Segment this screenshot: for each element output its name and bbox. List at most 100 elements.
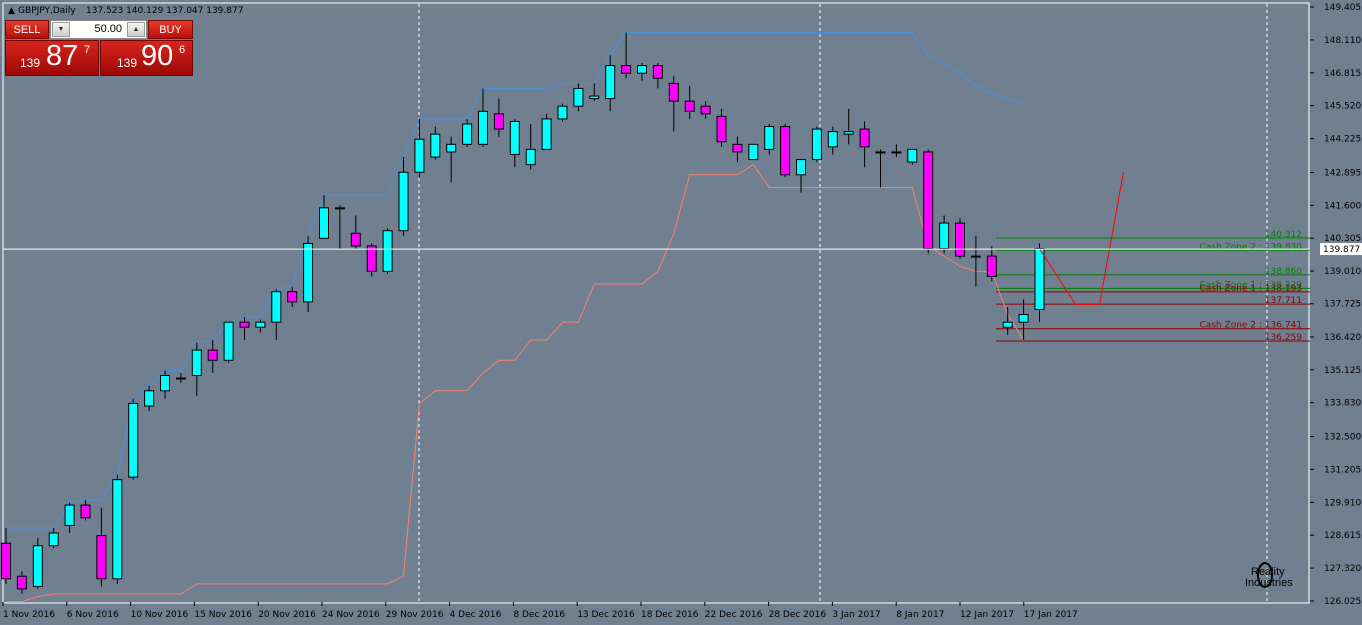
lot-decrease-icon[interactable]: ▼ — [52, 22, 70, 37]
buy-button[interactable]: BUY — [148, 20, 193, 39]
time-tick-label: 12 Jan 2017 — [960, 610, 1014, 620]
projection-path — [1039, 172, 1124, 305]
price-tick-label: 144.225 — [1324, 135, 1361, 145]
bear-candle-body — [700, 105, 711, 115]
bear-candle-body — [652, 65, 663, 79]
bear-candle-body — [366, 245, 377, 272]
bull-candle-body — [1034, 247, 1045, 310]
bear-candle-body — [239, 321, 250, 328]
bull-candle-body — [970, 255, 981, 258]
cash-zones: 140.312 Cash Zone 2 : 139.830 138.860 Cash … — [996, 230, 1310, 343]
price-tick-label: 127.320 — [1324, 564, 1361, 574]
zone-label: 140.312 — [1265, 230, 1302, 240]
price-tick-label: 139.010 — [1324, 267, 1361, 277]
time-axis: 1 Nov 2016 6 Nov 2016 10 Nov 2016 15 Nov 20… — [2, 602, 1078, 620]
bull-candle-body — [303, 242, 314, 303]
candle — [287, 286, 298, 307]
current-price-label: 139.877 — [1323, 245, 1360, 255]
bull-candle-body — [334, 207, 345, 210]
bear-candle-body — [859, 128, 870, 148]
price-tick-label: 133.830 — [1324, 399, 1361, 409]
candle — [160, 370, 170, 399]
candle — [827, 126, 838, 155]
candle — [970, 235, 981, 287]
bull-candle-body — [462, 123, 473, 145]
candle — [891, 144, 902, 158]
bull-candle-body — [764, 126, 775, 150]
lot-size-value[interactable]: 50.00 — [94, 23, 122, 35]
bull-candle-body — [541, 118, 552, 150]
candle — [350, 215, 361, 249]
candle — [478, 88, 488, 147]
bull-candle-body — [430, 133, 441, 158]
time-tick-label: 1 Nov 2016 — [3, 610, 55, 620]
candle — [875, 149, 886, 188]
candle — [223, 321, 234, 363]
candle — [955, 217, 965, 259]
one-click-trade-panel: SELL ▼ 50.00 ▲ BUY 139 87 7 139 90 6 — [5, 20, 193, 76]
candle — [112, 474, 123, 584]
bear-candle-body — [96, 535, 107, 580]
bid-price-big: 87 — [46, 40, 79, 72]
bear-candle-body — [780, 126, 791, 176]
candle — [859, 121, 870, 168]
candle — [414, 118, 425, 178]
bear-candle-body — [207, 349, 218, 361]
price-tick-label: 135.125 — [1324, 366, 1361, 376]
price-tick-label: 146.815 — [1324, 69, 1361, 79]
lot-increase-icon[interactable]: ▲ — [127, 22, 145, 37]
candle — [430, 126, 441, 160]
bear-candle-body — [732, 143, 743, 153]
price-tick-label: 149.405 — [1324, 3, 1361, 13]
ask-price-big: 90 — [141, 40, 174, 72]
candle — [652, 63, 663, 89]
candle — [668, 75, 679, 132]
bull-candle-body — [843, 131, 854, 135]
price-tick-label: 129.910 — [1324, 498, 1361, 508]
bull-candle-body — [191, 349, 202, 377]
price-tick-label: 142.895 — [1324, 168, 1361, 178]
lower-band-line — [6, 163, 1025, 603]
bull-candle-body — [1018, 314, 1029, 323]
bull-candle-body — [748, 143, 759, 161]
price-tick-label: 131.205 — [1324, 465, 1361, 475]
ask-price-prefix: 139 — [117, 56, 138, 70]
time-tick-label: 6 Nov 2016 — [67, 610, 119, 620]
candle — [509, 118, 520, 168]
bear-candle-body — [1, 542, 11, 580]
bull-candle-body — [1002, 321, 1013, 328]
candle — [64, 502, 75, 534]
bull-candle-body — [64, 504, 75, 526]
period-separators — [418, 4, 1268, 602]
bull-candle-body — [112, 479, 123, 580]
sell-button[interactable]: SELL — [5, 20, 49, 39]
zone-label: 137.711 — [1265, 296, 1302, 306]
time-tick-label: 18 Dec 2016 — [641, 610, 699, 620]
ask-price-button[interactable]: 139 90 6 — [100, 40, 193, 76]
time-tick-label: 4 Dec 2016 — [450, 610, 502, 620]
projection-line — [1039, 172, 1124, 305]
candle — [239, 317, 250, 340]
candle — [700, 101, 711, 119]
bull-candle-body — [175, 377, 186, 380]
lot-size-input[interactable]: ▼ 50.00 ▲ — [50, 20, 147, 39]
candle — [191, 342, 202, 396]
bid-price-button[interactable]: 139 87 7 — [5, 40, 99, 76]
bear-candle-body — [668, 82, 679, 102]
upper-band-line — [6, 32, 1024, 529]
candle — [716, 108, 727, 147]
candle — [1018, 299, 1029, 340]
candles[interactable] — [1, 32, 1045, 595]
bull-candle-body — [637, 65, 647, 74]
candle — [621, 32, 632, 79]
bull-candle-body — [907, 148, 918, 163]
candle — [271, 289, 282, 340]
zone-label: Cash Zone 1 : 138.329 — [1199, 280, 1302, 290]
price-tick-label: 128.615 — [1324, 531, 1361, 541]
bull-candle-body — [319, 207, 329, 239]
time-tick-label: 17 Jan 2017 — [1024, 610, 1078, 620]
candle — [939, 215, 950, 254]
price-tick-label: 145.520 — [1324, 102, 1361, 112]
candle — [589, 83, 600, 102]
